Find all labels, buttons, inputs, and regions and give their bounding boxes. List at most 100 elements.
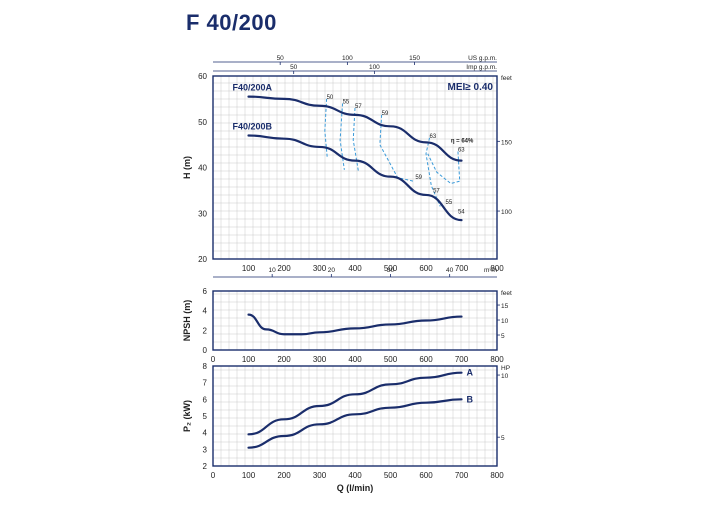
head-x-tick-label: 600 xyxy=(419,264,433,273)
m3h-tick-label: 30 xyxy=(387,267,395,274)
power-x-tick-label: 0 xyxy=(211,471,216,480)
power-y-tick-label: 2 xyxy=(203,462,208,471)
power-x-tick-label: 800 xyxy=(490,471,504,480)
power-right-tick-label: 10 xyxy=(501,373,509,380)
efficiency-iso-line xyxy=(352,107,360,173)
npsh-frame xyxy=(212,290,498,351)
power-y-tick-label: 7 xyxy=(203,379,208,388)
power-series-label: A xyxy=(467,368,474,378)
power-x-tick-label: 600 xyxy=(419,471,433,480)
npsh-x-tick-label: 400 xyxy=(348,355,362,364)
npsh-right-tick-label: 15 xyxy=(501,303,509,310)
m3h-tick-label: 10 xyxy=(269,267,277,274)
imp-gpm-tick-label: 100 xyxy=(369,64,380,71)
power-right-tick-label: 5 xyxy=(501,435,505,442)
head-frame xyxy=(212,75,498,260)
head-right-tick-label: 100 xyxy=(501,209,512,216)
efficiency-label: 63 xyxy=(430,134,437,140)
efficiency-label: 55 xyxy=(343,99,350,105)
power-x-tick-label: 400 xyxy=(348,471,362,480)
npsh-y-tick-label: 4 xyxy=(203,307,208,316)
efficiency-label: 59 xyxy=(382,111,389,117)
power-x-tick-label: 500 xyxy=(384,471,398,480)
head-series-label: F40/200A xyxy=(233,83,273,93)
head-x-tick-label: 700 xyxy=(455,264,469,273)
efficiency-label: η = 64% xyxy=(451,138,474,144)
power-series-line-1 xyxy=(247,371,463,436)
efficiency-label: 59 xyxy=(415,175,422,181)
head-grid xyxy=(212,76,497,260)
power-x-tick-label: 100 xyxy=(242,471,256,480)
efficiency-iso-line xyxy=(427,151,461,185)
npsh-x-tick-label: 700 xyxy=(455,355,469,364)
head-y-tick-label: 60 xyxy=(198,72,207,81)
npsh-x-tick-label: 200 xyxy=(277,355,291,364)
head-x-tick-label: 200 xyxy=(277,264,291,273)
power-y-tick-label: 5 xyxy=(203,412,208,421)
power-frame xyxy=(212,365,498,467)
head-x-tick-label: 500 xyxy=(384,264,398,273)
efficiency-iso-line xyxy=(324,98,328,159)
npsh-x-tick-label: 500 xyxy=(384,355,398,364)
npsh-x-tick-label: 300 xyxy=(313,355,327,364)
power-x-tick-label: 700 xyxy=(455,471,469,480)
head-x-tick-label: 400 xyxy=(348,264,362,273)
npsh-x-tick-label: 0 xyxy=(211,355,216,364)
head-series-label: F40/200B xyxy=(233,121,273,131)
us-gpm-axis-label: US g.p.m. xyxy=(468,55,497,62)
head-series-line-1 xyxy=(247,95,463,162)
power-y-tick-label: 6 xyxy=(203,395,208,404)
head-series-line-2 xyxy=(247,134,463,222)
npsh-right-tick-label: 5 xyxy=(501,333,505,340)
imp-gpm-tick-label: 50 xyxy=(290,64,298,71)
efficiency-label: 50 xyxy=(327,95,334,101)
us-gpm-tick-label: 100 xyxy=(342,55,353,62)
imp-gpm-axis-label: Imp g.p.m. xyxy=(466,64,497,71)
head-y-tick-label: 50 xyxy=(198,118,207,127)
efficiency-iso-line xyxy=(339,103,345,170)
power-x-tick-label: 300 xyxy=(313,471,327,480)
npsh-y-tick-label: 6 xyxy=(203,287,208,296)
head-y-tick-label: 40 xyxy=(198,164,207,173)
head-right-tick-label: 150 xyxy=(501,139,512,146)
efficiency-iso-line xyxy=(425,137,441,207)
efficiency-label: 54 xyxy=(458,209,465,215)
head-y-axis-label: H (m) xyxy=(182,156,192,179)
efficiency-label: 55 xyxy=(446,200,453,206)
head-x-tick-label: 300 xyxy=(313,264,327,273)
npsh-x-tick-label: 100 xyxy=(242,355,256,364)
npsh-right-tick-label: 10 xyxy=(501,318,509,325)
power-y-tick-label: 3 xyxy=(203,445,208,454)
head-x-tick-label: 800 xyxy=(490,264,504,273)
power-y-tick-label: 4 xyxy=(203,429,208,438)
m3h-axis-label: m³/h xyxy=(484,267,497,274)
npsh-series-line-1 xyxy=(247,313,463,336)
m3h-tick-label: 20 xyxy=(328,267,336,274)
npsh-y-tick-label: 0 xyxy=(203,346,208,355)
efficiency-label: 57 xyxy=(433,189,440,195)
npsh-y-axis-label: NPSH (m) xyxy=(182,300,192,342)
efficiency-label: 57 xyxy=(355,104,362,110)
page-title: F 40/200 xyxy=(186,10,277,35)
npsh-y-tick-label: 2 xyxy=(203,326,208,335)
head-y-tick-label: 30 xyxy=(198,209,207,218)
power-x-axis-label: Q (l/min) xyxy=(337,483,374,493)
efficiency-iso-line xyxy=(379,114,414,182)
power-right-axis-label: HP xyxy=(501,365,510,372)
mei-annotation: MEI≥ 0.40 xyxy=(447,82,493,93)
m3h-tick-label: 40 xyxy=(446,267,454,274)
efficiency-label: 63 xyxy=(458,147,465,153)
npsh-right-axis-label: feet xyxy=(501,290,512,297)
us-gpm-tick-label: 150 xyxy=(409,55,420,62)
head-x-tick-label: 100 xyxy=(242,264,256,273)
npsh-x-tick-label: 800 xyxy=(490,355,504,364)
head-right-axis-label: feet xyxy=(501,75,512,82)
us-gpm-tick-label: 50 xyxy=(277,55,285,62)
power-y-axis-label: P₂ (kW) xyxy=(182,400,192,432)
power-x-tick-label: 200 xyxy=(277,471,291,480)
power-series-label: B xyxy=(467,394,474,404)
head-y-tick-label: 20 xyxy=(198,255,207,264)
power-series-line-2 xyxy=(247,398,463,449)
power-y-tick-label: 8 xyxy=(203,362,208,371)
npsh-x-tick-label: 600 xyxy=(419,355,433,364)
